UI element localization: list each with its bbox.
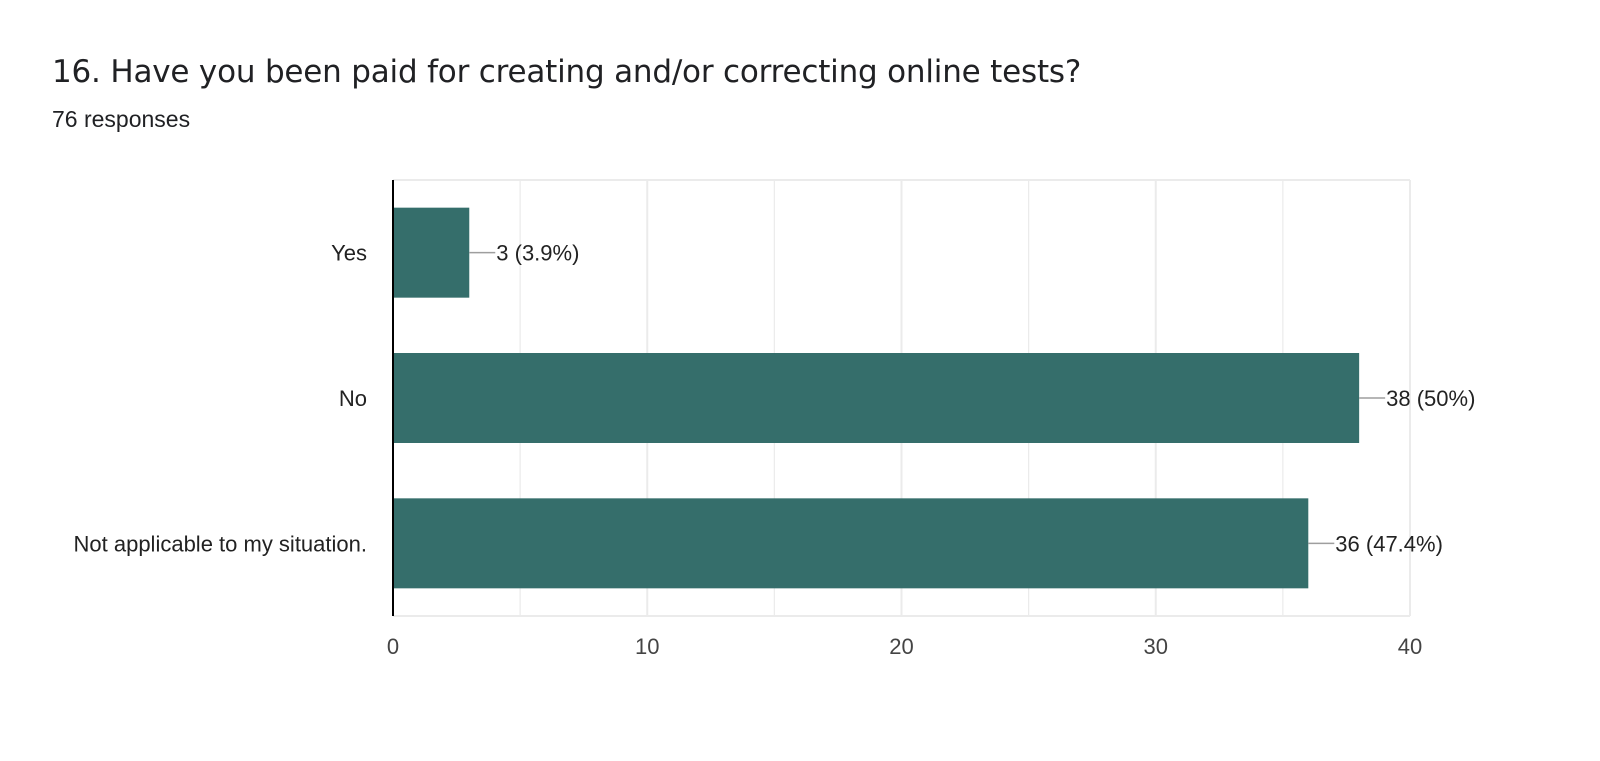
- bar: [393, 353, 1360, 443]
- data-label: 38 (50%): [1386, 386, 1475, 411]
- bars: [393, 207, 1360, 589]
- question-title: 16. Have you been paid for creating and/…: [52, 54, 1082, 90]
- x-tick-label: 10: [635, 634, 659, 659]
- category-label: Not applicable to my situation.: [74, 531, 368, 556]
- x-tick-label: 40: [1398, 634, 1422, 659]
- bar: [393, 498, 1309, 589]
- x-tick-label: 20: [889, 634, 913, 659]
- response-count: 76 responses: [52, 106, 191, 132]
- data-label: 3 (3.9%): [496, 241, 579, 266]
- axes: 0 10 20 30 40: [387, 180, 1422, 659]
- category-label: No: [339, 386, 367, 411]
- x-tick-label: 0: [387, 634, 399, 659]
- category-label: Yes: [331, 241, 367, 266]
- bar: [393, 207, 470, 298]
- labels: Yes 3 (3.9%) No 38 (50%) Not applicable to m…: [74, 241, 1476, 557]
- data-label: 36 (47.4%): [1335, 531, 1443, 556]
- x-tick-label: 30: [1144, 634, 1168, 659]
